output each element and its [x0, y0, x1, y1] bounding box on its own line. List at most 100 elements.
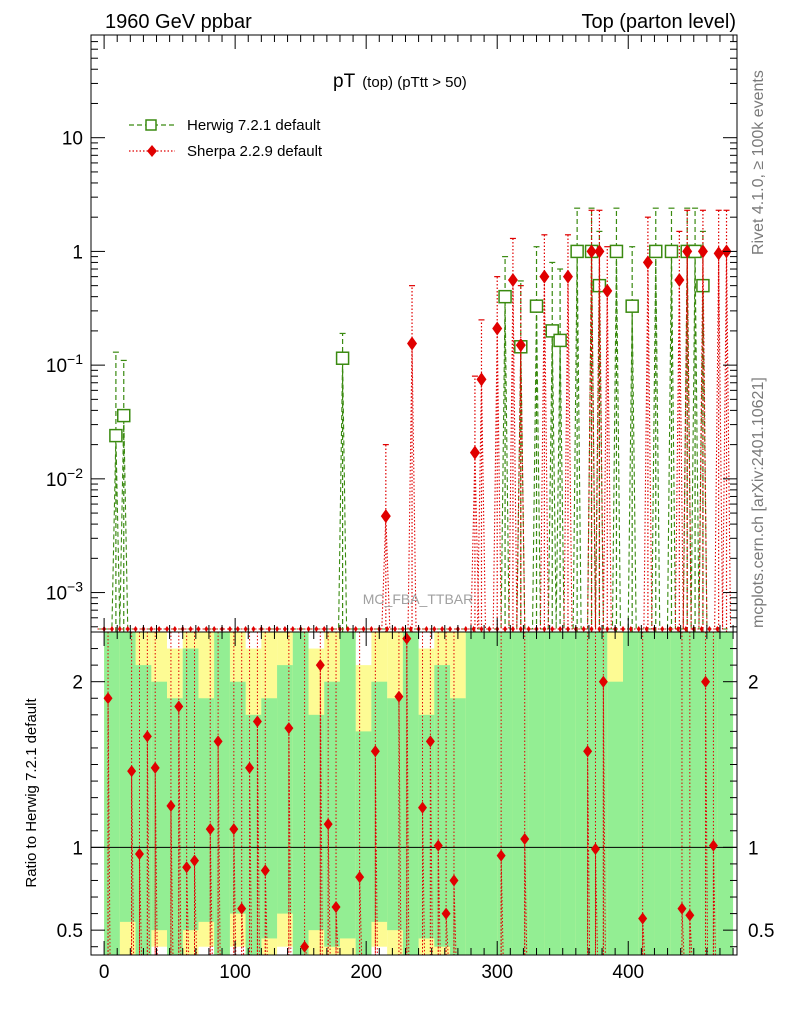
ratio-point [323, 818, 333, 831]
y-tick-label: 1 [72, 242, 83, 263]
baseline-marker [565, 626, 570, 632]
ratio-point [441, 907, 451, 920]
baseline-marker [558, 626, 563, 632]
ratio-point [182, 861, 192, 874]
ratio-frame [90, 631, 738, 956]
baseline-marker [212, 626, 217, 632]
ratio-point [355, 871, 365, 884]
band-green [277, 665, 293, 914]
ratio-point [190, 854, 200, 867]
sherpa-point [407, 336, 418, 351]
sherpa-point [602, 283, 613, 298]
baseline-marker [463, 626, 468, 632]
ratio-point [252, 715, 262, 728]
ratio-point [300, 940, 310, 953]
band-green [339, 632, 356, 939]
ratio-point [583, 745, 593, 758]
baseline-marker [479, 626, 484, 632]
ratio-point [166, 799, 176, 812]
band-green [104, 632, 120, 955]
x-tick-label: 100 [219, 962, 251, 983]
ratio-point [496, 849, 506, 862]
baseline-marker [448, 626, 453, 632]
ratio-y-tick-label-right: 2 [748, 673, 759, 694]
ratio-point [142, 730, 152, 743]
baseline-marker [621, 626, 625, 632]
baseline-marker [133, 626, 138, 632]
band-green [497, 632, 513, 955]
legend-sherpa-marker [147, 145, 157, 157]
sherpa-point [476, 372, 487, 387]
x-tick-label: 400 [612, 962, 644, 983]
ratio-point [315, 659, 325, 672]
herwig-point [529, 299, 544, 313]
herwig-point [570, 244, 584, 259]
baseline-marker [487, 626, 492, 632]
band-green [560, 632, 576, 955]
band-green [182, 648, 199, 931]
ratio-point [134, 847, 144, 860]
band-green [481, 632, 498, 955]
baseline-marker [172, 626, 177, 632]
baseline-marker [660, 626, 665, 632]
ratio-point [237, 902, 247, 915]
band-green [717, 632, 734, 955]
band-green [685, 632, 702, 955]
sherpa-point [713, 246, 724, 261]
baseline-marker [109, 626, 114, 632]
band-green [135, 665, 152, 955]
y-tick-label: 10−3 [46, 579, 83, 605]
sherpa-point [697, 244, 708, 259]
main-plot [97, 207, 732, 632]
baseline-marker [715, 626, 720, 632]
baseline-marker [408, 626, 413, 632]
baseline-marker [243, 626, 248, 632]
y-tick-label: 10 [62, 129, 83, 150]
ratio-point [449, 874, 459, 887]
ratio-point [638, 912, 648, 925]
baseline-marker [306, 626, 311, 632]
series-line-0 [97, 251, 731, 630]
ratio-point [229, 823, 239, 836]
sherpa-point [674, 273, 685, 288]
baseline-marker [165, 626, 169, 632]
sherpa-point [515, 338, 526, 353]
x-tick-label: 200 [350, 962, 382, 983]
baseline-marker [393, 626, 397, 632]
sherpa-point [682, 244, 693, 259]
baseline-marker [385, 626, 390, 632]
ratio-point [402, 632, 412, 645]
baseline-marker [275, 626, 280, 632]
ratio-plot [91, 632, 737, 956]
band-green [387, 698, 403, 931]
ratio-point [394, 690, 404, 703]
y-tick-label: 10−1 [46, 351, 83, 377]
ratio-point [370, 745, 380, 758]
baseline-marker [518, 626, 523, 632]
x-tick-label: 300 [481, 962, 513, 983]
ratio-point [708, 839, 718, 852]
baseline-marker [589, 626, 594, 632]
ratio-y-tick-label: 1 [72, 838, 83, 859]
sherpa-point [586, 244, 597, 259]
baseline-marker [644, 626, 649, 632]
band-green [371, 681, 388, 922]
herwig-point [335, 351, 350, 365]
baseline-marker [471, 626, 476, 632]
ratio-point [174, 700, 184, 713]
band-green [418, 714, 435, 939]
ratio-point [103, 692, 113, 705]
baseline-marker [157, 626, 162, 632]
ratio-y-tick-label: 2 [72, 673, 83, 694]
ratio-point [590, 842, 600, 855]
baseline-marker [628, 626, 633, 632]
ratio-point [677, 902, 687, 915]
plot-title-main: pT [333, 71, 356, 92]
ratio-point [520, 833, 530, 846]
baseline-marker [361, 626, 366, 632]
ratio-point [260, 864, 270, 877]
ratio-point [433, 839, 443, 852]
band-green [434, 665, 451, 947]
band-green [528, 632, 545, 955]
